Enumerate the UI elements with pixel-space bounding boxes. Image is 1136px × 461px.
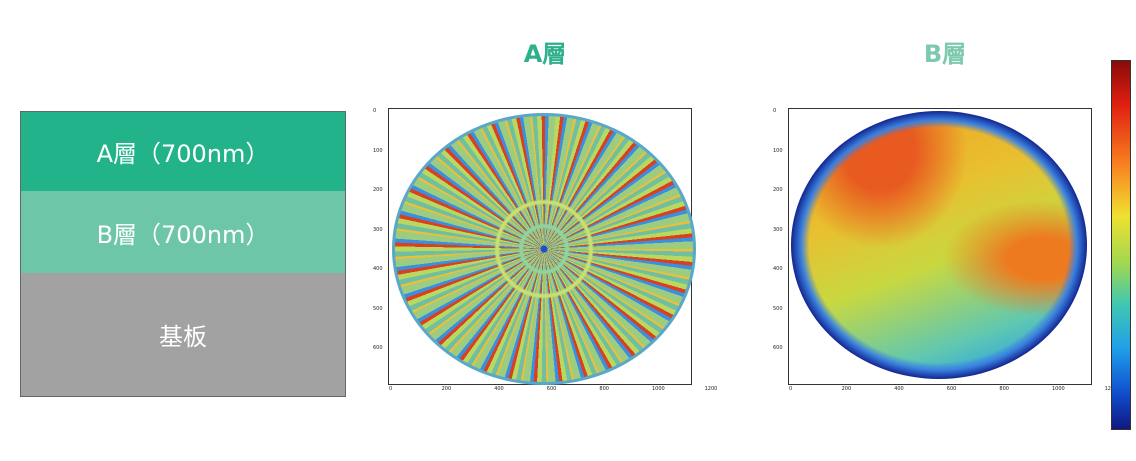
x-tick-label: 800 — [999, 386, 1009, 392]
x-tick-label: 200 — [841, 386, 852, 392]
map-title: A層 — [523, 40, 567, 68]
substrate: 基板 — [20, 273, 346, 397]
x-tick-label: 400 — [494, 386, 504, 392]
layer-a: A層（700nm） — [20, 111, 346, 191]
y-tick-label: 500 — [373, 305, 383, 312]
map-title: B層 — [923, 40, 967, 68]
x-tick-label: 1000 — [652, 386, 665, 392]
y-tick-label: 100 — [773, 147, 783, 154]
layer-label: 基板 — [159, 323, 207, 351]
x-tick-label: 0 — [389, 386, 393, 392]
x-tick-label: 800 — [599, 386, 609, 392]
wafer-map-a — [392, 113, 696, 385]
x-tick-label: 1200 — [704, 386, 718, 392]
y-tick-label: 300 — [773, 226, 783, 233]
y-tick-label: 100 — [373, 147, 383, 154]
wafer-map-b — [791, 111, 1087, 379]
y-tick-label: 400 — [373, 266, 383, 272]
map-frame: 0 100 200 300 400 500 600 0 200 400 600 800 1000 1200 — [373, 108, 717, 392]
y-tick-label: 200 — [373, 187, 383, 193]
x-tick-label: 0 — [789, 386, 793, 392]
layer-b: B層（700nm） — [20, 191, 346, 273]
x-tick-label: 600 — [546, 386, 557, 392]
y-tick-label: 200 — [773, 187, 783, 193]
layer-label: B層（700nm） — [96, 220, 270, 249]
colorbar — [1111, 60, 1131, 430]
x-tick-label: 1200 — [1105, 386, 1118, 392]
y-tick-label: 600 — [373, 345, 383, 351]
y-tick-label: 500 — [773, 305, 783, 312]
map-frame: 0 100 200 300 400 500 600 0 200 400 600 800 1000 1200 — [773, 108, 1117, 392]
y-tick-label: 600 — [773, 345, 783, 351]
y-tick-label: 400 — [773, 266, 783, 272]
x-tick-label: 600 — [946, 386, 957, 392]
y-tick-label: 0 — [373, 108, 377, 114]
y-tick-label: 0 — [773, 108, 777, 114]
x-tick-label: 200 — [441, 386, 452, 392]
x-tick-label: 1000 — [1052, 386, 1065, 392]
x-tick-label: 400 — [894, 386, 904, 392]
layer-label: A層（700nm） — [96, 140, 270, 168]
y-tick-label: 300 — [373, 226, 383, 233]
